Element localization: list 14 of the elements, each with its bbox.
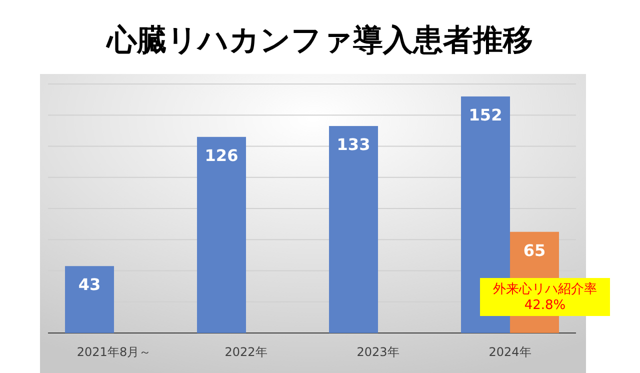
annotation: 外来心リハ紹介率 42.8%: [493, 281, 597, 313]
bar: [329, 126, 378, 333]
x-tick-label: 2021年8月～: [76, 345, 152, 359]
data-label: 65: [523, 240, 546, 260]
chart-title: 心臓リハカンファ導入患者推移: [105, 23, 533, 58]
bar: [65, 266, 114, 333]
data-label: 152: [468, 105, 502, 124]
bar: [197, 136, 246, 333]
x-tick-label: 2022年: [224, 345, 268, 359]
data-label: 126: [204, 146, 238, 165]
x-tick-label: 2024年: [488, 345, 532, 359]
data-label: 133: [336, 135, 370, 154]
x-tick-label: 2023年: [356, 345, 400, 359]
data-label: 43: [78, 275, 101, 294]
